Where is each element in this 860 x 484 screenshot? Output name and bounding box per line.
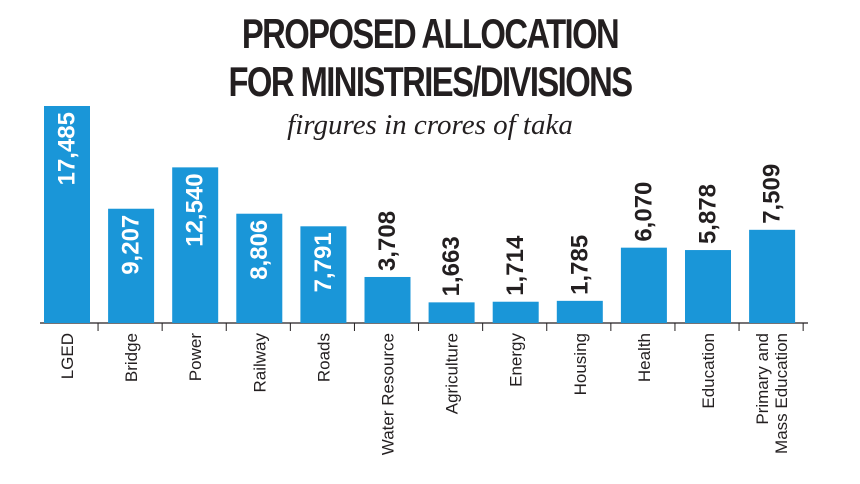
category-label-2: Power — [186, 333, 205, 382]
value-label-8: 1,785 — [566, 235, 593, 295]
chart-subtitle: firgures in crores of taka — [287, 109, 573, 141]
category-label-7: Energy — [507, 333, 526, 387]
category-label-5: Water Resource — [379, 333, 398, 455]
value-label-0: 17,485 — [54, 112, 81, 185]
value-label-5: 3,708 — [374, 211, 401, 271]
value-label-2: 12,540 — [182, 173, 209, 246]
category-label-1: Bridge — [122, 333, 141, 382]
category-label-3: Railway — [250, 333, 269, 393]
bar-11 — [749, 229, 796, 323]
value-label-6: 1,663 — [438, 236, 465, 296]
bar-8 — [556, 300, 603, 323]
bar-3 — [236, 213, 283, 323]
category-label-4: Roads — [314, 333, 333, 382]
value-label-3: 8,806 — [246, 220, 273, 280]
bar-6 — [428, 302, 475, 323]
chart-title-line-2: FOR MINISTRIES/DIVISIONS — [228, 58, 633, 105]
bar-10 — [685, 250, 731, 323]
bar-5 — [364, 276, 411, 323]
bar-0 — [44, 106, 90, 323]
category-label-0: LGED — [58, 333, 77, 379]
chart-title-line-1: PROPOSED ALLOCATION — [241, 10, 620, 57]
value-label-9: 6,070 — [630, 182, 657, 242]
bar-9 — [620, 247, 667, 323]
bar-4 — [300, 226, 347, 323]
value-label-11: 7,509 — [759, 164, 786, 224]
value-label-7: 1,714 — [502, 235, 529, 296]
value-label-10: 5,878 — [695, 184, 722, 244]
bar-1 — [108, 208, 155, 323]
category-label-6: Agriculture — [443, 333, 462, 414]
category-label-8: Housing — [571, 333, 590, 395]
bar-2 — [172, 167, 219, 323]
value-label-4: 7,791 — [310, 232, 337, 292]
category-label-11: Primary andMass Education — [753, 333, 791, 454]
bar-7 — [492, 301, 539, 323]
value-label-1: 9,207 — [118, 215, 145, 275]
category-label-9: Health — [635, 333, 654, 382]
category-label-10: Education — [699, 333, 718, 409]
